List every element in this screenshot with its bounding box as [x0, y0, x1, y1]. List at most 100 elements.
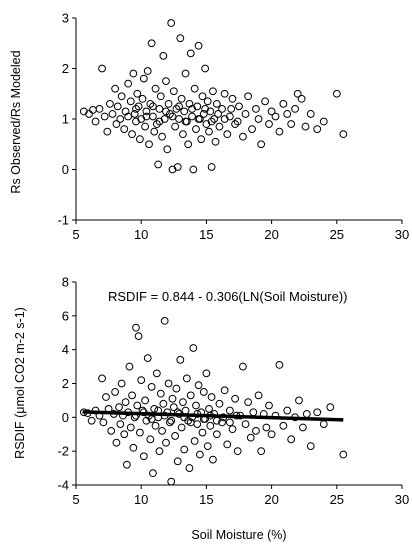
top-data-point: [179, 130, 187, 139]
top-y-tick-label: 1: [62, 112, 69, 127]
bottom-data-point: [212, 430, 221, 439]
top-data-point: [100, 112, 109, 121]
bottom-data-point: [225, 406, 234, 415]
top-data-point: [332, 89, 341, 98]
top-data-point: [248, 125, 256, 134]
bottom-data-point: [167, 477, 176, 486]
bottom-data-point: [283, 406, 292, 415]
bottom-data-point: [244, 398, 253, 407]
top-data-point: [142, 112, 151, 121]
bottom-data-point: [186, 391, 195, 400]
bottom-data-point: [195, 450, 204, 459]
top-data-point: [112, 120, 121, 128]
bottom-data-point: [146, 435, 155, 444]
bottom-data-point: [218, 418, 226, 427]
top-x-tick-label: 5: [72, 227, 79, 242]
top-data-point: [254, 115, 263, 123]
top-data-point: [169, 87, 178, 96]
top-data-point: [124, 112, 133, 121]
bottom-data-point: [143, 354, 152, 363]
bottom-data-point: [220, 386, 229, 395]
top-data-point: [205, 127, 213, 136]
bottom-data-point: [169, 403, 178, 412]
bottom-x-tick-label: 20: [264, 492, 278, 507]
top-data-point: [228, 94, 237, 103]
bottom-data-point: [107, 426, 116, 435]
bottom-data-point: [185, 464, 194, 472]
top-y-tick-label: 2: [62, 61, 69, 76]
bottom-data-point: [209, 455, 217, 464]
top-data-point: [128, 130, 136, 139]
bottom-data-point: [134, 332, 143, 341]
bottom-data-point: [223, 440, 232, 449]
bottom-data-point: [172, 384, 181, 393]
top-data-point: [188, 112, 196, 121]
top-y-tick-label: -1: [57, 213, 69, 228]
top-data-point: [279, 99, 288, 108]
top-data-point: [95, 105, 104, 113]
bottom-data-point: [189, 344, 198, 352]
bottom-data-point: [249, 408, 258, 417]
top-scatter-panel: 5 10 15 20 25 30 -1 0 1 2 3 Rs Observed/Rs Modeled: [9, 11, 409, 243]
bottom-data-point: [265, 401, 273, 410]
top-data-point: [207, 117, 216, 126]
bottom-data-point: [137, 376, 146, 385]
bottom-data-point: [120, 430, 129, 439]
bottom-data-point: [215, 399, 224, 408]
bottom-y-tick-label: -4: [57, 478, 69, 493]
bottom-x-tick-label: 15: [199, 492, 213, 507]
top-data-point: [173, 163, 182, 171]
top-data-point: [175, 115, 183, 123]
top-data-point: [267, 107, 276, 116]
top-x-tick-label: 15: [199, 227, 213, 242]
bottom-data-point: [159, 399, 168, 408]
bottom-data-point: [102, 393, 110, 401]
top-data-point: [194, 41, 203, 50]
bottom-data-point: [99, 418, 108, 427]
bottom-data-point: [115, 403, 123, 412]
top-data-point: [220, 115, 229, 123]
bottom-data-point: [176, 355, 185, 364]
top-data-point: [177, 94, 186, 103]
bottom-data-points: [79, 317, 348, 486]
bottom-data-point: [141, 396, 150, 405]
bottom-data-point: [182, 374, 191, 383]
bottom-data-point: [262, 423, 271, 432]
top-data-point: [147, 39, 156, 48]
bottom-y-tick-label: 2: [62, 376, 69, 391]
bottom-data-point: [194, 381, 203, 390]
top-data-point: [209, 87, 217, 96]
bottom-data-point: [147, 382, 156, 391]
bottom-y-tick-label: 0: [62, 410, 69, 425]
bottom-data-point: [295, 396, 303, 405]
top-data-point: [244, 92, 253, 101]
top-data-point: [301, 122, 310, 131]
top-data-point: [139, 74, 148, 83]
bottom-data-point: [133, 401, 142, 410]
trend-equation-annotation: RSDIF = 0.844 - 0.306(LN(Soil Moisture)): [108, 289, 348, 304]
top-data-point: [175, 102, 183, 111]
bottom-data-point: [326, 403, 335, 412]
bottom-data-point: [313, 408, 322, 417]
top-tick-marks: [72, 17, 403, 224]
top-data-point: [117, 92, 126, 101]
bottom-data-point: [275, 360, 284, 369]
bottom-data-point: [205, 404, 213, 413]
top-data-point: [287, 120, 296, 128]
bottom-data-point: [167, 416, 176, 425]
top-data-point: [98, 64, 106, 73]
top-data-point: [135, 135, 144, 144]
top-data-point: [154, 160, 163, 169]
top-data-point: [149, 102, 157, 111]
top-data-point: [142, 107, 151, 116]
top-data-point: [168, 112, 177, 121]
bottom-data-point: [233, 447, 242, 456]
top-data-point: [275, 127, 284, 136]
top-data-points: [79, 19, 348, 174]
top-data-point: [141, 122, 150, 131]
bottom-y-tick-label: 8: [62, 275, 69, 290]
bottom-data-point: [151, 421, 160, 430]
bottom-data-point: [180, 445, 189, 454]
top-data-point: [171, 122, 180, 131]
bottom-data-point: [135, 428, 144, 437]
